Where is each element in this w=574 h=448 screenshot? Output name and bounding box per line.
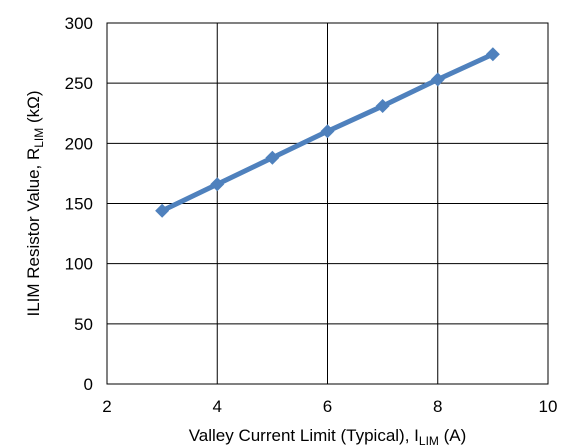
x-tick-labels: 2 4 6 8 10 (102, 397, 557, 416)
data-point-marker (375, 99, 390, 114)
x-axis-label-unit: (A) (439, 426, 466, 445)
x-tick-label: 4 (213, 397, 222, 416)
y-tick-label: 200 (65, 134, 93, 153)
data-point-marker (430, 72, 445, 87)
y-axis-label: ILIM Resistor Value, RLIM (kΩ) (24, 90, 46, 316)
y-axis-label-main: ILIM Resistor Value, R (24, 148, 43, 317)
x-tick-label: 2 (102, 397, 111, 416)
y-tick-label: 50 (74, 315, 93, 334)
y-tick-labels: 0 50 100 150 200 250 300 (65, 14, 93, 394)
y-axis-label-unit: (kΩ) (24, 90, 43, 127)
x-axis-label-sub: LIM (419, 434, 439, 448)
data-point-marker (485, 47, 500, 62)
y-tick-label: 300 (65, 14, 93, 33)
y-tick-label: 0 (84, 375, 93, 394)
y-tick-label: 250 (65, 74, 93, 93)
x-axis-label: Valley Current Limit (Typical), ILIM (A) (189, 426, 467, 448)
data-point-marker (210, 177, 225, 192)
x-tick-label: 8 (433, 397, 442, 416)
y-tick-label: 100 (65, 255, 93, 274)
plot-frame (106, 22, 549, 385)
series-layer (155, 47, 500, 218)
y-tick-label: 150 (65, 195, 93, 214)
x-tick-label: 6 (323, 397, 332, 416)
x-axis-label-main: Valley Current Limit (Typical), I (189, 426, 419, 445)
data-point-marker (320, 124, 335, 139)
y-axis-label-sub: LIM (32, 128, 46, 148)
data-point-marker (265, 150, 280, 165)
x-tick-label: 10 (539, 397, 558, 416)
data-point-marker (155, 203, 170, 218)
